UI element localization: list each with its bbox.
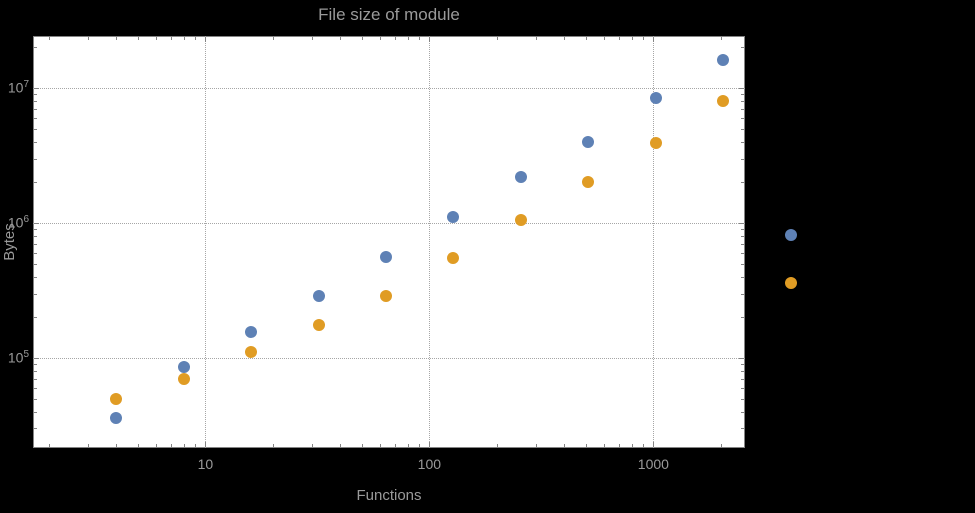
- x-tick-label: 1000: [637, 456, 669, 472]
- plot-frame: [33, 36, 745, 448]
- x-tick-label: 10: [197, 456, 214, 472]
- data-point-series-2: [784, 276, 797, 289]
- data-point-series-1: [784, 228, 797, 241]
- chart-title: File size of module: [318, 5, 460, 24]
- x-axis-label: Functions: [356, 487, 422, 504]
- y-axis-label: Bytes: [1, 223, 18, 261]
- y-tick-label: 107: [7, 79, 29, 96]
- y-tick-label: 105: [7, 348, 29, 366]
- x-tick-label: 100: [417, 456, 442, 472]
